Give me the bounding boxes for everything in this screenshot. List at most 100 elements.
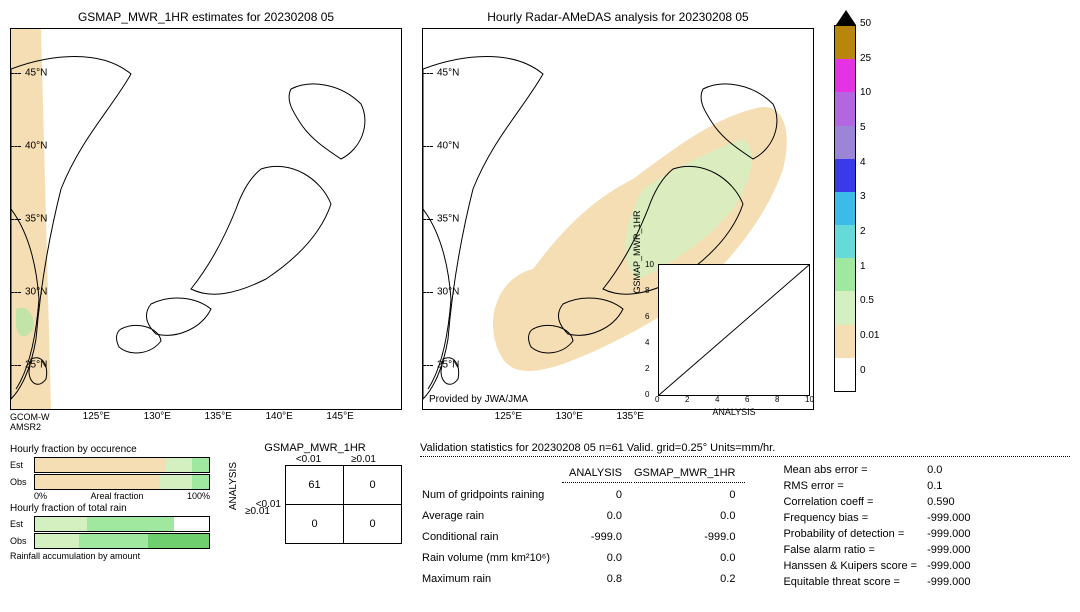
bar-segment — [35, 534, 79, 548]
val-cell: 0.0 — [634, 506, 745, 525]
bar-segment — [35, 475, 160, 489]
lat-tick-label: 25°N — [437, 360, 459, 371]
bar-track — [34, 533, 210, 549]
map-right-title: Hourly Radar-AMeDAS analysis for 2023020… — [422, 10, 814, 24]
lat-tick-label: 30°N — [25, 287, 47, 298]
colorbar-panel: 502510543210.50.010 — [834, 10, 879, 398]
colorbar-segment — [835, 258, 855, 291]
metric-value: -999.000 — [923, 575, 974, 589]
bar-track — [34, 474, 210, 490]
matrix-cell: 0 — [344, 466, 402, 505]
metric-label: Probability of detection = — [779, 527, 921, 541]
val-row-label: Rain volume (mm km²10⁶) — [422, 549, 560, 568]
bar-segment — [79, 534, 149, 548]
metric-value: -999.000 — [923, 559, 974, 573]
lon-tick-label: 125°E — [495, 411, 522, 422]
val-cell: 0.0 — [562, 506, 632, 525]
metric-value: -999.000 — [923, 527, 974, 541]
occ-axis-left: 0% — [34, 491, 47, 501]
val-col-1: GSMAP_MWR_1HR — [634, 463, 745, 483]
colorbar-segment — [835, 358, 855, 391]
bar-track — [34, 457, 210, 473]
colorbar-tick-label: 4 — [860, 157, 879, 190]
map-right-frame: 45°N40°N35°N30°N25°N125°E130°E135°EProvi… — [422, 28, 814, 410]
colorbar-segment — [835, 26, 855, 59]
val-col-0: ANALYSIS — [562, 463, 632, 483]
colorbar-segment — [835, 126, 855, 159]
val-row-label: Conditional rain — [422, 527, 560, 546]
colorbar-segment — [835, 225, 855, 258]
bar-segment — [192, 475, 209, 489]
contingency-panel: GSMAP_MWR_1HR ANALYSIS <0.01 ≥0.01 <0.01… — [228, 442, 402, 519]
metric-value: -999.000 — [923, 543, 974, 557]
colorbar-labels: 502510543210.50.010 — [860, 10, 879, 398]
val-cell: 0.8 — [562, 570, 632, 589]
matrix-col-0: <0.01 — [281, 454, 336, 465]
metric-value: 0.590 — [923, 495, 974, 509]
metric-label: Hanssen & Kuipers score = — [779, 559, 921, 573]
lat-tick-label: 25°N — [25, 360, 47, 371]
matrix-title: GSMAP_MWR_1HR — [228, 442, 402, 454]
metric-label: RMS error = — [779, 479, 921, 493]
bar-row-label: Obs — [10, 536, 34, 546]
colorbar-tick-label: 3 — [860, 191, 879, 224]
occurrence-title: Hourly fraction by occurence — [10, 444, 210, 455]
bar-row-label: Est — [10, 460, 34, 470]
lon-tick-label: 140°E — [265, 411, 292, 422]
bar-segment — [192, 458, 209, 472]
matrix-col-1: ≥0.01 — [336, 454, 391, 465]
colorbar-tick-label: 0.5 — [860, 295, 879, 328]
lon-tick-label: 135°E — [205, 411, 232, 422]
val-cell: -999.0 — [562, 527, 632, 546]
bottom-row: Hourly fraction by occurence Est Obs 0% A… — [10, 442, 1070, 591]
metrics-table: Mean abs error = 0.0RMS error = 0.1Corre… — [777, 461, 976, 591]
colorbar-tick-label: 25 — [860, 53, 879, 86]
colorbar-segment — [835, 325, 855, 358]
bar-segment — [174, 517, 209, 531]
metric-label: False alarm ratio = — [779, 543, 921, 557]
val-cell: 0 — [562, 485, 632, 504]
bar-segment — [166, 458, 192, 472]
metric-label: Correlation coeff = — [779, 495, 921, 509]
lon-tick-label: 125°E — [83, 411, 110, 422]
colorbar-tick-label: 0.01 — [860, 330, 879, 363]
colorbar-segment — [835, 159, 855, 192]
map-left-panel: GSMAP_MWR_1HR estimates for 20230208 05 … — [10, 10, 402, 432]
totalrain-footer: Rainfall accumulation by amount — [10, 551, 210, 561]
lon-tick-label: 135°E — [617, 411, 644, 422]
top-row: GSMAP_MWR_1HR estimates for 20230208 05 … — [10, 10, 1070, 432]
matrix-table: 61 0 0 0 — [285, 465, 402, 544]
map-right-panel: Hourly Radar-AMeDAS analysis for 2023020… — [422, 10, 814, 410]
matrix-row-axis: ANALYSIS — [228, 462, 239, 510]
metric-label: Mean abs error = — [779, 463, 921, 477]
metric-label: Equitable threat score = — [779, 575, 921, 589]
colorbar-segment — [835, 291, 855, 324]
inset-xlabel: ANALYSIS — [659, 407, 809, 417]
colorbar-tick-label: 2 — [860, 226, 879, 259]
scatter-inset: 00224466881010ANALYSISGSMAP_MWR_1HR — [658, 264, 810, 396]
colorbar-tick-label: 5 — [860, 122, 879, 155]
totalrain-title: Hourly fraction of total rain — [10, 503, 210, 514]
val-row-label: Average rain — [422, 506, 560, 525]
metric-value: 0.1 — [923, 479, 974, 493]
map-left-title: GSMAP_MWR_1HR estimates for 20230208 05 — [10, 10, 402, 24]
colorbar-overflow-icon — [836, 10, 856, 25]
lon-tick-label: 130°E — [144, 411, 171, 422]
matrix-cell: 61 — [286, 466, 344, 505]
colorbar-tick-label: 10 — [860, 87, 879, 120]
bar-row-label: Est — [10, 519, 34, 529]
colorbar — [834, 25, 856, 392]
val-cell: 0 — [634, 485, 745, 504]
map-left-frame: 45°N40°N35°N30°N25°N125°E130°E135°E140°E… — [10, 28, 402, 410]
bar-track — [34, 516, 210, 532]
provider-label: Provided by JWA/JMA — [429, 394, 528, 405]
colorbar-segment — [835, 59, 855, 92]
matrix-row-1: ≥0.01 — [245, 506, 402, 517]
colorbar-tick-label: 1 — [860, 261, 879, 294]
val-row-label: Maximum rain — [422, 570, 560, 589]
val-cell: 0.0 — [562, 549, 632, 568]
lat-tick-label: 40°N — [437, 140, 459, 151]
colorbar-tick-label: 0 — [860, 365, 879, 398]
lon-tick-label: 130°E — [556, 411, 583, 422]
validation-header: Validation statistics for 20230208 05 n=… — [420, 442, 1070, 457]
